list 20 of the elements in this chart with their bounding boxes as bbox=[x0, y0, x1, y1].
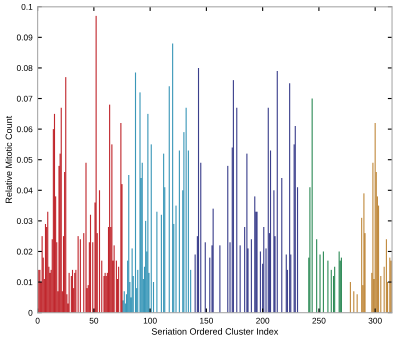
y-tick-label: 0.03 bbox=[16, 218, 32, 224]
x-axis-title: Seriation Ordered Cluster Index bbox=[152, 328, 278, 335]
y-tick-label: 0 bbox=[28, 310, 32, 316]
y-tick-label: 0.02 bbox=[16, 248, 32, 255]
x-tick-label: 50 bbox=[90, 318, 98, 324]
y-tick-label: 0.05 bbox=[16, 156, 32, 163]
x-tick-label: 300 bbox=[368, 318, 382, 324]
y-tick-label: 0.01 bbox=[16, 279, 32, 286]
y-tick-label: 0.04 bbox=[16, 187, 33, 194]
y-tick-label: 0.07 bbox=[16, 96, 32, 102]
y-tick-label: 0.09 bbox=[16, 34, 32, 40]
y-axis-title: Relative Mitotic Count bbox=[5, 116, 12, 203]
x-tick-label: 100 bbox=[144, 318, 157, 324]
y-tick-label: 0.1 bbox=[22, 4, 32, 10]
x-tick-label: 150 bbox=[200, 318, 214, 324]
y-tick-label: 0.06 bbox=[16, 126, 32, 132]
y-tick-label: 0.08 bbox=[16, 65, 32, 72]
x-tick-label: 250 bbox=[312, 318, 326, 324]
x-tick-label: 0 bbox=[36, 318, 40, 324]
x-tick-label: 200 bbox=[256, 318, 270, 324]
